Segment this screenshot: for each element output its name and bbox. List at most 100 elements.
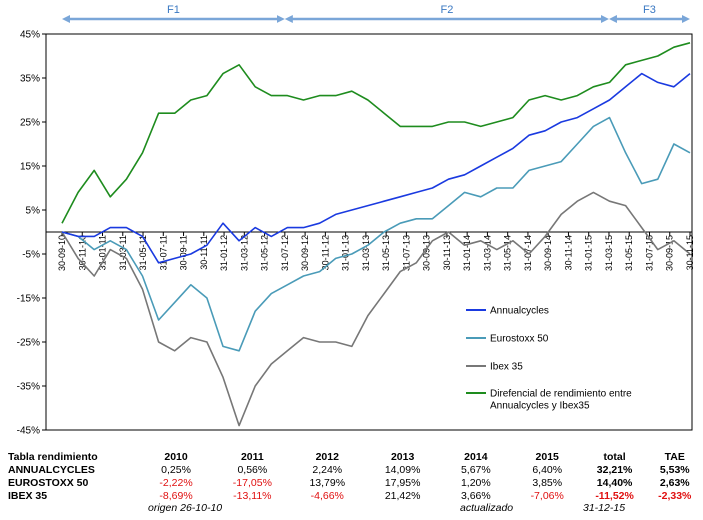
legend: Annualcycles Eurostoxx 50 Ibex 35 Direfenci… xyxy=(466,306,632,412)
x-tick-label: 31-01-12 xyxy=(219,235,229,271)
series-line-2 xyxy=(61,191,691,427)
row-label: EUROSTOXX 50 xyxy=(8,477,89,489)
table-cell: -8,69% xyxy=(159,490,193,502)
x-tick-label: 31-05-15 xyxy=(624,235,634,271)
table-cell: -2,22% xyxy=(159,477,193,489)
x-tick-label: 30-11-11 xyxy=(199,235,209,270)
x-tick-label: 31-03-14 xyxy=(482,235,492,271)
table-cell: 0,25% xyxy=(161,464,191,476)
table-cell: -11,52% xyxy=(595,490,634,502)
x-tick-label: 31-03-13 xyxy=(361,235,371,271)
x-tick-label: 30-11-10 xyxy=(77,235,87,270)
x-tick-label: 31-07-11 xyxy=(158,235,168,270)
table-cell: 2,24% xyxy=(312,464,343,476)
y-tick-label: -5% xyxy=(22,250,40,261)
legend-label: Direfencial de rendimiento entre xyxy=(490,389,632,400)
legend-label: Annualcycles xyxy=(490,306,549,317)
series-line-1 xyxy=(61,116,691,352)
performance-table: Tabla rendimiento 2010 2011 2012 2013 2014 201… xyxy=(8,451,703,503)
table-cell: -13,11% xyxy=(233,490,272,502)
y-tick-label: 15% xyxy=(20,162,40,173)
column-header: 2011 xyxy=(240,451,264,463)
x-tick-label: 30-11-15 xyxy=(685,235,695,270)
table-body: ANNUALCYCLES 0,25% 0,56% 2,24% 14,09% 5,67% 6,… xyxy=(8,464,703,503)
y-tick-label: -35% xyxy=(17,382,40,393)
x-tick-label: 31-03-15 xyxy=(604,235,614,271)
x-tick-label: 31-07-12 xyxy=(280,235,290,271)
column-header: 2014 xyxy=(464,451,488,463)
phase-label: F3 xyxy=(643,4,656,16)
table-cell: 17,95% xyxy=(384,477,421,489)
column-header: total xyxy=(603,451,626,463)
y-tick-label: 5% xyxy=(26,206,41,217)
y-tick-label: 45% xyxy=(20,30,40,41)
column-header: 2013 xyxy=(390,451,415,463)
series-line-3 xyxy=(61,42,691,224)
legend-label-line2: Annualcycles y Ibex35 xyxy=(490,401,590,412)
table-row: EUROSTOXX 50 -2,22% -17,05% 13,79% 17,95% 1,2… xyxy=(8,477,703,490)
x-tick-label: 31-05-12 xyxy=(260,235,270,271)
phase-label: F2 xyxy=(440,4,453,16)
updated-date: 31-12-15 xyxy=(583,502,626,514)
legend-label: Eurostoxx 50 xyxy=(490,334,549,345)
phase-arrows: F1 F2 F3 xyxy=(62,4,690,23)
column-header: 2012 xyxy=(315,451,339,463)
x-tick-label: 30-09-15 xyxy=(665,235,675,271)
table-header-row: Tabla rendimiento 2010 2011 2012 2013 2014 201… xyxy=(8,451,703,464)
y-tick-label: -45% xyxy=(17,426,40,437)
series-lines xyxy=(61,42,691,427)
x-tick-label: 31-01-11 xyxy=(98,235,108,270)
x-tick-label: 30-11-13 xyxy=(442,235,452,270)
x-tick-label: 30-09-10 xyxy=(57,235,67,271)
y-tick-label: 25% xyxy=(20,118,40,129)
table-cell: 0,56% xyxy=(237,464,268,476)
column-header: TAE xyxy=(664,451,685,463)
table-row: ANNUALCYCLES 0,25% 0,56% 2,24% 14,09% 5,67% 6,… xyxy=(8,464,703,477)
column-header: 2015 xyxy=(535,451,559,463)
table-cell: -2,33% xyxy=(658,490,692,502)
x-tick-label: 30-09-12 xyxy=(300,235,310,271)
x-tick-label: 30-11-14 xyxy=(563,235,573,270)
table-cell: 1,20% xyxy=(460,477,491,489)
x-tick-label: 31-01-14 xyxy=(462,235,472,271)
column-header: 2010 xyxy=(164,451,188,463)
table-cell: 3,66% xyxy=(460,490,491,502)
table-cell: 21,42% xyxy=(384,490,421,502)
series-line-0 xyxy=(61,72,691,264)
x-tick-label: 31-01-15 xyxy=(584,235,594,271)
table-cell: 32,21% xyxy=(596,464,633,476)
axes: 45% 35% 25% 15% 5% -5% -15% -25% -35% -45% 30-09-1… xyxy=(17,30,695,437)
table-row: IBEX 35 -8,69% -13,11% -4,66% 21,42% 3,66% -7,… xyxy=(8,490,703,503)
legend-label: Ibex 35 xyxy=(490,362,523,373)
x-tick-label: 31-03-11 xyxy=(118,235,128,270)
table-cell: -4,66% xyxy=(310,490,344,502)
x-tick-label: 31-05-14 xyxy=(503,235,513,271)
table-cell: 14,09% xyxy=(384,464,421,476)
table-cell: 6,40% xyxy=(532,464,563,476)
x-tick-label: 30-11-12 xyxy=(320,235,330,270)
x-tick-label: 31-07-13 xyxy=(401,235,411,271)
table-cell: 5,67% xyxy=(460,464,491,476)
origin-note: origen 26-10-10 xyxy=(148,502,223,514)
updated-note: actualizado xyxy=(460,502,514,514)
table-cell: -7,06% xyxy=(530,490,564,502)
x-tick-label: 31-05-11 xyxy=(138,235,148,270)
table-cell: 5,53% xyxy=(659,464,690,476)
table-cell: -17,05% xyxy=(232,477,272,489)
phase-label: F1 xyxy=(167,4,180,16)
x-tick-label: 30-09-14 xyxy=(543,235,553,271)
table-cell: 14,40% xyxy=(596,477,633,489)
y-tick-label: -25% xyxy=(17,338,40,349)
table-cell: 13,79% xyxy=(309,477,346,489)
x-tick-label: 30-09-11 xyxy=(179,235,189,270)
x-tick-label: 31-01-13 xyxy=(341,235,351,271)
performance-chart: F1 F2 F3 45% 35% 25% 15% 5% -5% -15% -25% -35% -45%… xyxy=(17,4,695,437)
x-tick-label: 30-09-13 xyxy=(422,235,432,271)
table-cell: 2,63% xyxy=(659,477,690,489)
row-label: ANNUALCYCLES xyxy=(8,464,95,476)
y-tick-label: -15% xyxy=(17,294,40,305)
x-tick-label: 31-05-13 xyxy=(381,235,391,271)
x-tick-label: 31-03-12 xyxy=(239,235,249,271)
y-tick-label: 35% xyxy=(20,74,40,85)
x-tick-label: 31-07-15 xyxy=(644,235,654,271)
